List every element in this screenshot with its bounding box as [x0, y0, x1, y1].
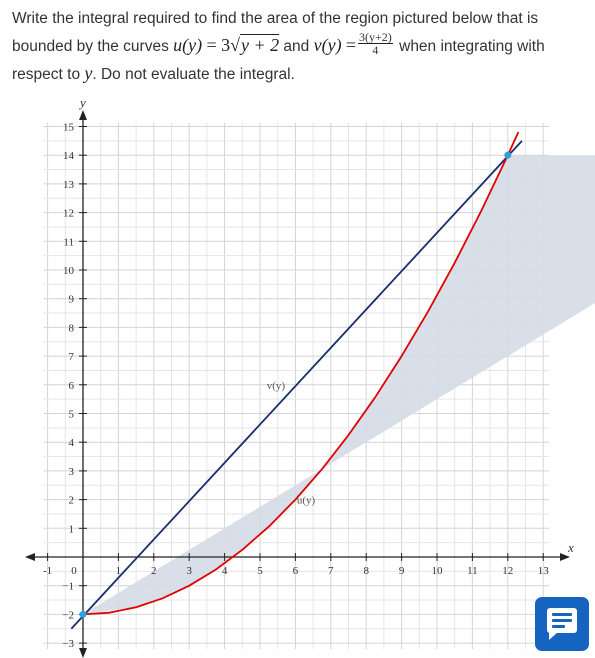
v-curve-label: v(y): [267, 380, 286, 392]
y-tick-label: 1: [69, 523, 75, 535]
y-tick-label: 6: [69, 380, 75, 392]
x-axis-arrow-right: [560, 553, 570, 561]
v-numerator: 3(y+2): [358, 30, 393, 45]
x-tick-label: 7: [328, 565, 334, 577]
shaded-region: [83, 155, 595, 615]
equals-sign: =: [345, 35, 357, 55]
integration-variable: y: [84, 63, 93, 83]
y-tick-label: 7: [69, 351, 75, 363]
y-tick-label: 10: [63, 265, 75, 277]
v-fraction: 3(y+2) 4: [358, 31, 393, 56]
x-tick-label: 8: [363, 565, 369, 577]
x-tick-label: 1: [116, 565, 122, 577]
u-radicand: y + 2: [239, 34, 280, 55]
x-axis-label: x: [567, 540, 574, 555]
feedback-icon-tail: [549, 632, 558, 640]
y-tick-label: 14: [63, 150, 75, 162]
question-middle: when integrating with respect to: [12, 38, 545, 83]
and-text: and: [279, 38, 314, 55]
y-tick-label: 15: [63, 122, 75, 134]
x-tick-label: 9: [399, 565, 405, 577]
intersection-point: [79, 610, 87, 618]
y-tick-label: 13: [63, 179, 75, 191]
y-axis-arrow-down: [79, 648, 87, 658]
x-tick-label: 12: [502, 565, 513, 577]
y-tick-label: 8: [69, 322, 75, 334]
intersection-point: [504, 151, 512, 159]
v-denominator: 4: [372, 43, 379, 58]
y-axis-arrow-up: [79, 110, 87, 120]
y-tick-label: −2: [62, 609, 74, 621]
series: [70, 131, 523, 630]
u-curve-line: [82, 131, 520, 616]
x-tick-label: 2: [151, 565, 157, 577]
x-tick-label: 11: [467, 565, 478, 577]
x-tick-label: 0: [71, 565, 77, 577]
y-tick-label: −3: [62, 638, 74, 650]
x-tick-label: 5: [257, 565, 263, 577]
u-function-name: u(y): [173, 35, 203, 55]
x-axis-arrow-left: [25, 553, 35, 561]
y-tick-label: 5: [69, 409, 75, 421]
y-tick-label: 11: [63, 236, 74, 248]
y-tick-label: −1: [62, 581, 74, 593]
v-curve-line: [70, 140, 523, 630]
y-tick-label: 4: [69, 437, 75, 449]
feedback-button[interactable]: [535, 597, 589, 651]
u-curve-label: u(y): [297, 495, 316, 507]
y-tick-label: 2: [69, 495, 75, 507]
v-function-name: v(y): [313, 35, 342, 55]
x-tick-label: 3: [186, 565, 192, 577]
x-tick-label: 13: [538, 565, 550, 577]
y-axis-label: y: [78, 95, 86, 110]
x-tick-label: 4: [222, 565, 228, 577]
y-tick-label: 9: [69, 294, 75, 306]
y-tick-label: 3: [69, 466, 75, 478]
x-tick-label: 6: [293, 565, 299, 577]
question-intro: Write the integral required to find the …: [12, 10, 539, 55]
x-tick-label: 10: [432, 565, 444, 577]
x-tick-label: -1: [43, 565, 52, 577]
intersection-points: [79, 151, 512, 618]
feedback-icon: [547, 608, 577, 633]
y-tick-label: 12: [63, 208, 74, 220]
labels: -1 0 1 2 3 4 5 6 7 8 9 10 11 12 13−3−2−112345678910111…: [43, 95, 574, 650]
question-end: . Do not evaluate the integral.: [92, 66, 295, 83]
u-coefficient: = 3: [206, 35, 231, 55]
question-text: Write the integral required to find the …: [12, 10, 545, 83]
axes: [25, 110, 570, 658]
